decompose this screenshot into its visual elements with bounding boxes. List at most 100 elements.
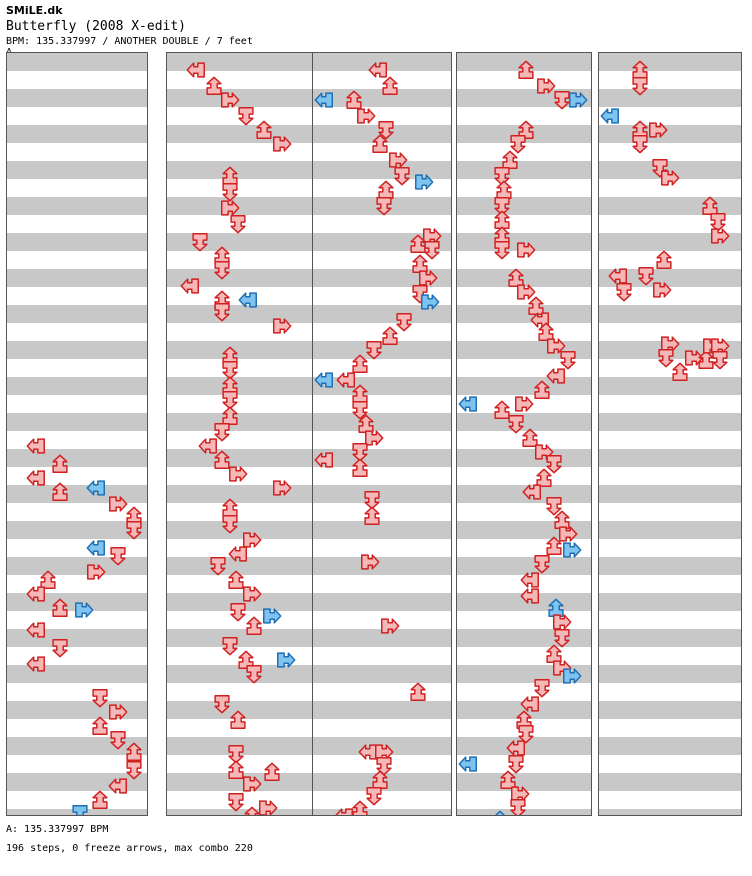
note-arrow-down-blue-icon[interactable] bbox=[69, 803, 91, 815]
note-arrow-down-red-icon[interactable] bbox=[373, 755, 395, 777]
note-arrow-down-red-icon[interactable] bbox=[219, 359, 241, 381]
note-arrow-down-red-icon[interactable] bbox=[227, 213, 249, 235]
note-arrow-right-blue-icon[interactable] bbox=[567, 89, 589, 111]
note-arrow-up-red-icon[interactable] bbox=[89, 715, 111, 737]
note-arrow-up-red-icon[interactable] bbox=[225, 569, 247, 591]
note-arrow-right-red-icon[interactable] bbox=[219, 89, 241, 111]
note-arrow-right-red-icon[interactable] bbox=[513, 393, 535, 415]
note-arrow-left-red-icon[interactable] bbox=[529, 309, 551, 331]
note-arrow-left-blue-icon[interactable] bbox=[457, 753, 479, 775]
note-arrow-up-red-icon[interactable] bbox=[543, 535, 565, 557]
note-arrow-down-red-icon[interactable] bbox=[321, 813, 343, 815]
note-arrow-up-red-icon[interactable] bbox=[361, 505, 383, 527]
note-arrow-right-red-icon[interactable] bbox=[363, 427, 385, 449]
note-arrow-right-red-icon[interactable] bbox=[535, 75, 557, 97]
note-arrow-right-red-icon[interactable] bbox=[373, 741, 395, 763]
note-arrow-right-red-icon[interactable] bbox=[515, 239, 537, 261]
note-arrow-right-red-icon[interactable] bbox=[659, 333, 681, 355]
note-arrow-right-red-icon[interactable] bbox=[683, 347, 705, 369]
note-arrow-right-red-icon[interactable] bbox=[557, 523, 579, 545]
note-arrow-up-red-icon[interactable] bbox=[669, 361, 691, 383]
note-arrow-up-red-icon[interactable] bbox=[369, 133, 391, 155]
note-arrow-down-red-icon[interactable] bbox=[89, 687, 111, 709]
note-arrow-right-red-icon[interactable] bbox=[515, 281, 537, 303]
note-arrow-up-red-icon[interactable] bbox=[349, 457, 371, 479]
note-arrow-right-blue-icon[interactable] bbox=[561, 539, 583, 561]
note-arrow-left-blue-icon[interactable] bbox=[599, 105, 621, 127]
note-arrow-right-blue-icon[interactable] bbox=[73, 599, 95, 621]
note-arrow-up-red-icon[interactable] bbox=[379, 325, 401, 347]
note-arrow-down-red-icon[interactable] bbox=[189, 231, 211, 253]
note-arrow-up-red-icon[interactable] bbox=[37, 569, 59, 591]
note-arrow-down-red-icon[interactable] bbox=[225, 791, 247, 813]
note-arrow-right-red-icon[interactable] bbox=[219, 197, 241, 219]
note-arrow-up-red-icon[interactable] bbox=[699, 195, 721, 217]
note-arrow-down-red-icon[interactable] bbox=[211, 259, 233, 281]
note-arrow-up-red-icon[interactable] bbox=[227, 709, 249, 731]
note-arrow-left-blue-icon[interactable] bbox=[85, 537, 107, 559]
note-arrow-up-red-icon[interactable] bbox=[203, 75, 225, 97]
note-arrow-right-red-icon[interactable] bbox=[85, 561, 107, 583]
note-arrow-up-red-icon[interactable] bbox=[515, 119, 537, 141]
stepchart-panel-2[interactable] bbox=[312, 52, 452, 816]
note-arrow-down-red-icon[interactable] bbox=[123, 759, 145, 781]
note-arrow-down-red-icon[interactable] bbox=[505, 753, 527, 775]
note-arrow-left-blue-icon[interactable] bbox=[457, 393, 479, 415]
note-arrow-right-red-icon[interactable] bbox=[421, 225, 443, 247]
note-arrow-right-red-icon[interactable] bbox=[651, 279, 673, 301]
note-arrow-right-red-icon[interactable] bbox=[271, 477, 293, 499]
note-arrow-down-red-icon[interactable] bbox=[211, 421, 233, 443]
note-arrow-right-red-icon[interactable] bbox=[709, 335, 731, 357]
note-arrow-left-blue-icon[interactable] bbox=[237, 289, 259, 311]
note-arrow-up-red-icon[interactable] bbox=[235, 649, 257, 671]
note-arrow-down-red-icon[interactable] bbox=[219, 181, 241, 203]
note-arrow-down-red-icon[interactable] bbox=[551, 89, 573, 111]
note-arrow-up-red-icon[interactable] bbox=[497, 769, 519, 791]
note-arrow-right-red-icon[interactable] bbox=[417, 267, 439, 289]
note-arrow-up-red-icon[interactable] bbox=[499, 149, 521, 171]
note-arrow-up-red-icon[interactable] bbox=[515, 59, 537, 81]
note-arrow-down-red-icon[interactable] bbox=[211, 693, 233, 715]
note-arrow-left-red-icon[interactable] bbox=[519, 693, 541, 715]
note-arrow-down-red-icon[interactable] bbox=[107, 729, 129, 751]
stepchart-panel-1[interactable] bbox=[166, 52, 314, 816]
note-arrow-right-red-icon[interactable] bbox=[271, 315, 293, 337]
note-arrow-down-red-icon[interactable] bbox=[207, 555, 229, 577]
stepchart-panel-3[interactable] bbox=[456, 52, 592, 816]
note-arrow-left-red-icon[interactable] bbox=[197, 435, 219, 457]
note-arrow-up-red-icon[interactable] bbox=[379, 75, 401, 97]
note-arrow-up-red-icon[interactable] bbox=[349, 799, 371, 815]
note-arrow-right-red-icon[interactable] bbox=[551, 611, 573, 633]
note-arrow-left-red-icon[interactable] bbox=[519, 585, 541, 607]
note-arrow-down-red-icon[interactable] bbox=[635, 265, 657, 287]
note-arrow-left-red-icon[interactable] bbox=[505, 737, 527, 759]
note-arrow-down-red-icon[interactable] bbox=[491, 165, 513, 187]
note-arrow-down-red-icon[interactable] bbox=[655, 347, 677, 369]
note-arrow-down-red-icon[interactable] bbox=[515, 723, 537, 745]
note-arrow-up-red-icon[interactable] bbox=[243, 615, 265, 637]
note-arrow-up-red-icon[interactable] bbox=[49, 597, 71, 619]
note-arrow-left-red-icon[interactable] bbox=[25, 619, 47, 641]
note-arrow-down-red-icon[interactable] bbox=[613, 281, 635, 303]
note-arrow-up-red-icon[interactable] bbox=[253, 119, 275, 141]
note-arrow-up-red-icon[interactable] bbox=[49, 481, 71, 503]
note-arrow-down-red-icon[interactable] bbox=[709, 349, 731, 371]
stepchart-panel-0[interactable] bbox=[6, 52, 148, 816]
note-arrow-left-blue-icon[interactable] bbox=[313, 89, 335, 111]
note-arrow-left-red-icon[interactable] bbox=[521, 481, 543, 503]
note-arrow-up-red-icon[interactable] bbox=[241, 805, 263, 815]
note-arrow-right-red-icon[interactable] bbox=[241, 583, 263, 605]
note-arrow-down-red-icon[interactable] bbox=[361, 489, 383, 511]
note-arrow-up-red-icon[interactable] bbox=[505, 267, 527, 289]
note-arrow-up-red-icon[interactable] bbox=[531, 379, 553, 401]
note-arrow-left-red-icon[interactable] bbox=[25, 467, 47, 489]
note-arrow-left-red-icon[interactable] bbox=[335, 369, 357, 391]
note-arrow-up-red-icon[interactable] bbox=[407, 681, 429, 703]
note-arrow-down-red-icon[interactable] bbox=[629, 75, 651, 97]
note-arrow-left-red-icon[interactable] bbox=[333, 805, 355, 815]
note-arrow-down-red-icon[interactable] bbox=[629, 133, 651, 155]
note-arrow-down-red-icon[interactable] bbox=[393, 311, 415, 333]
note-arrow-left-red-icon[interactable] bbox=[519, 569, 541, 591]
note-arrow-down-red-icon[interactable] bbox=[107, 545, 129, 567]
note-arrow-right-red-icon[interactable] bbox=[241, 529, 263, 551]
